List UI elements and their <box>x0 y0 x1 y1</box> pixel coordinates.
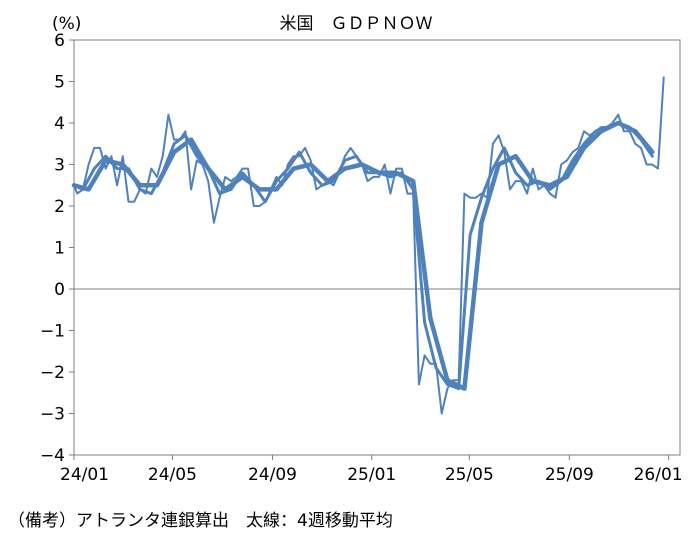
y-tick-label: 5 <box>54 73 65 93</box>
series-line-thick <box>71 120 655 391</box>
x-tick-label: 25/09 <box>545 465 594 485</box>
y-tick-label: −3 <box>40 405 65 425</box>
x-axis-ticks: 24/01 24/05 24/09 25/01 25/05 25/09 26/01 <box>60 455 683 485</box>
x-tick-label: 24/09 <box>248 465 297 485</box>
y-axis-label: (%) <box>52 14 81 34</box>
y-tick-label: 0 <box>54 280 65 300</box>
y-tick-label: 1 <box>54 239 65 259</box>
y-tick-label: −1 <box>40 322 65 342</box>
y-tick-label: 6 <box>54 31 65 51</box>
chart-footer-note: （備考）アトランタ連銀算出 太線：4週移動平均 <box>8 511 393 531</box>
y-tick-label: 3 <box>54 156 65 176</box>
x-tick-label: 25/01 <box>347 465 396 485</box>
chart-title: 米国 ＧＤＰＮＯＷ <box>280 14 433 34</box>
plot-area <box>73 39 681 456</box>
x-tick-label: 25/05 <box>445 465 494 485</box>
x-tick-label: 26/01 <box>634 465 683 485</box>
y-tick-label: −2 <box>40 363 65 383</box>
series-line-thin <box>73 76 665 415</box>
y-tick-label: −4 <box>40 446 65 466</box>
x-tick-label: 24/05 <box>148 465 197 485</box>
y-tick-label: 4 <box>54 114 65 134</box>
series-group <box>71 76 665 415</box>
y-axis-ticks: −4 −3 −2 −1 0 1 2 3 4 5 6 <box>40 31 74 466</box>
y-tick-label: 2 <box>54 197 65 217</box>
x-tick-label: 24/01 <box>60 465 109 485</box>
